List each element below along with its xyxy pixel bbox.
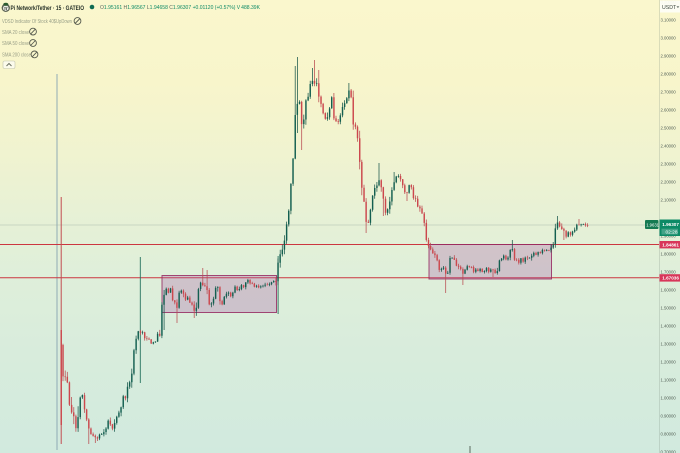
svg-text:1.67036: 1.67036 [662,276,679,281]
svg-text:1.20000: 1.20000 [661,360,677,365]
svg-text:SMA 50 close: SMA 50 close [2,41,29,47]
svg-text:02:28: 02:28 [666,229,678,235]
svg-text:0.70000: 0.70000 [661,450,677,453]
svg-text:1.70000: 1.70000 [661,270,677,275]
svg-text:1.00000: 1.00000 [661,396,677,401]
svg-text:1.80000: 1.80000 [661,252,677,257]
svg-text:2.10000: 2.10000 [661,198,677,203]
svg-text:0.90000: 0.90000 [661,414,677,419]
svg-text:2.70000: 2.70000 [661,90,677,95]
svg-text:2.30000: 2.30000 [661,162,677,167]
svg-text:1.60000: 1.60000 [661,288,677,293]
svg-text:2.80000: 2.80000 [661,72,677,77]
svg-text:VDSD Indicator Of Stock 40$UpD: VDSD Indicator Of Stock 40$UpDown [2,19,72,25]
svg-text:3.10000: 3.10000 [661,18,677,23]
svg-text:2.60000: 2.60000 [661,108,677,113]
svg-text:SMA 200 close: SMA 200 close [2,53,31,59]
svg-text:0.80000: 0.80000 [661,432,677,437]
svg-text:2.20000: 2.20000 [661,180,677,185]
svg-text:1.96307: 1.96307 [662,222,679,227]
svg-text:2.40000: 2.40000 [661,144,677,149]
svg-text:1.84861: 1.84861 [662,242,679,247]
svg-text:SMA 20 close: SMA 20 close [2,30,29,36]
svg-text:O1.95161 H1.96567 L1.94658 C1.: O1.95161 H1.96567 L1.94658 C1.96307 +0.0… [100,5,261,11]
svg-text:2.50000: 2.50000 [661,126,677,131]
svg-text:1.40000: 1.40000 [661,324,677,329]
svg-text:2.90000: 2.90000 [661,54,677,59]
svg-text:USDT: USDT [662,5,677,11]
svg-text:Pi Network/Tether · 15 · GATEI: Pi Network/Tether · 15 · GATEIO [11,5,85,12]
svg-text:1.9631: 1.9631 [646,222,659,227]
svg-text:π: π [4,6,8,12]
svg-text:1.30000: 1.30000 [661,342,677,347]
svg-text:3.00000: 3.00000 [661,36,677,41]
svg-text:1.10000: 1.10000 [661,378,677,383]
svg-text:1.50000: 1.50000 [661,306,677,311]
